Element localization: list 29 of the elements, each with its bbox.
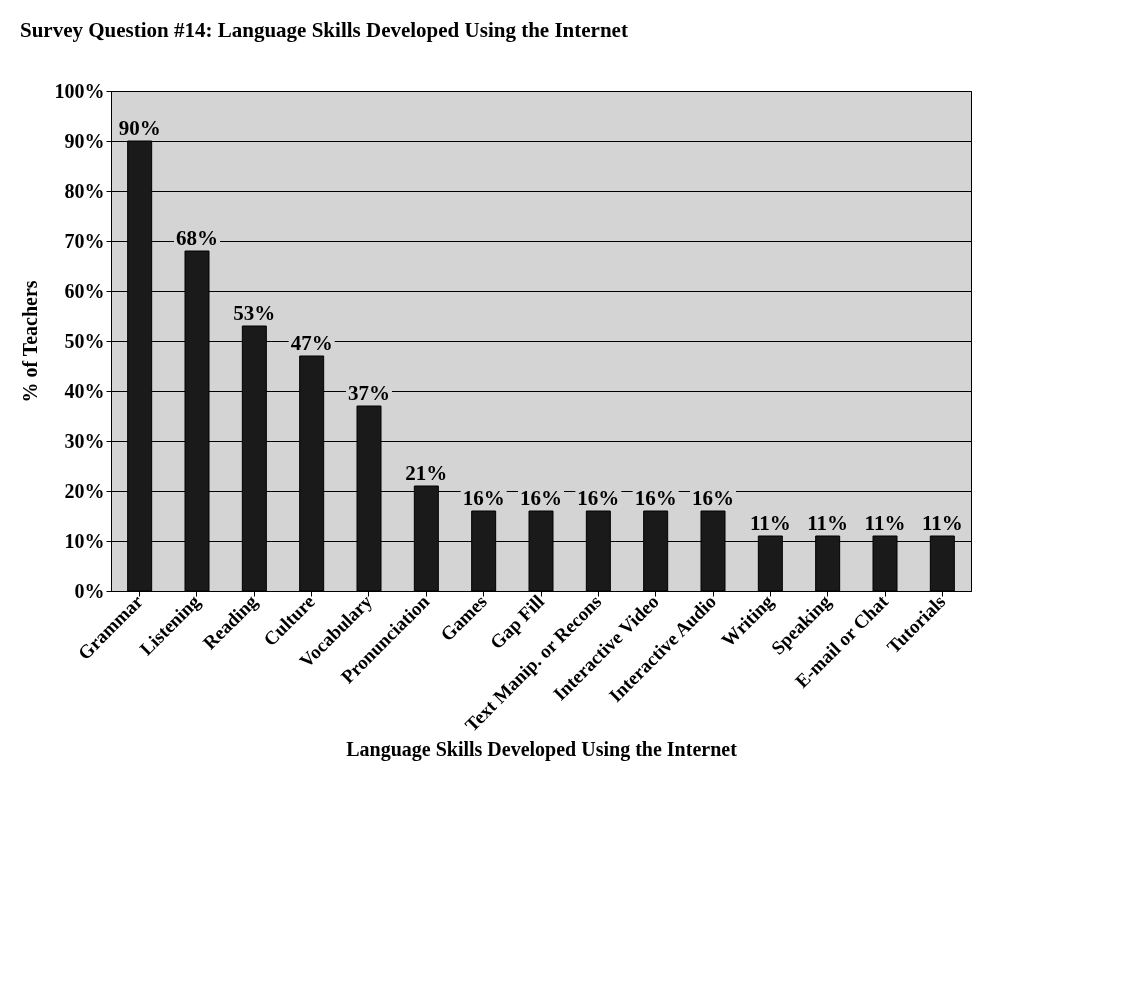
y-tick-label: 50% — [64, 329, 105, 352]
data-label: 11% — [921, 511, 963, 535]
data-label: 47% — [290, 331, 333, 355]
data-label: 68% — [176, 226, 218, 250]
data-label: 11% — [864, 511, 906, 535]
y-tick-label: 90% — [64, 129, 105, 152]
y-tick-label: 0% — [74, 579, 105, 602]
chart-title: Survey Question #14: Language Skills Developed Using the Internet — [20, 18, 628, 42]
data-label: 90% — [118, 116, 161, 140]
y-tick-label: 80% — [64, 179, 105, 202]
data-label: 21% — [405, 461, 448, 485]
y-tick-label: 60% — [64, 279, 105, 302]
data-label: 16% — [692, 486, 734, 510]
data-label: 16% — [520, 486, 562, 510]
y-tick-label: 100% — [54, 79, 105, 102]
y-tick-label: 40% — [64, 379, 105, 402]
y-tick-label: 20% — [64, 479, 105, 502]
y-axis-title: % of Teachers — [18, 280, 41, 403]
y-tick-label: 30% — [64, 429, 105, 452]
data-label: 53% — [233, 301, 276, 325]
y-tick-label: 10% — [64, 529, 105, 552]
data-label: 11% — [807, 511, 849, 535]
data-label: 16% — [634, 486, 677, 510]
data-label: 16% — [577, 486, 620, 510]
data-label: 37% — [348, 381, 390, 405]
x-axis-title: Language Skills Developed Using the Internet — [346, 737, 738, 761]
data-label: 11% — [749, 511, 791, 535]
y-tick-label: 70% — [64, 229, 105, 252]
data-label: 16% — [462, 486, 505, 510]
